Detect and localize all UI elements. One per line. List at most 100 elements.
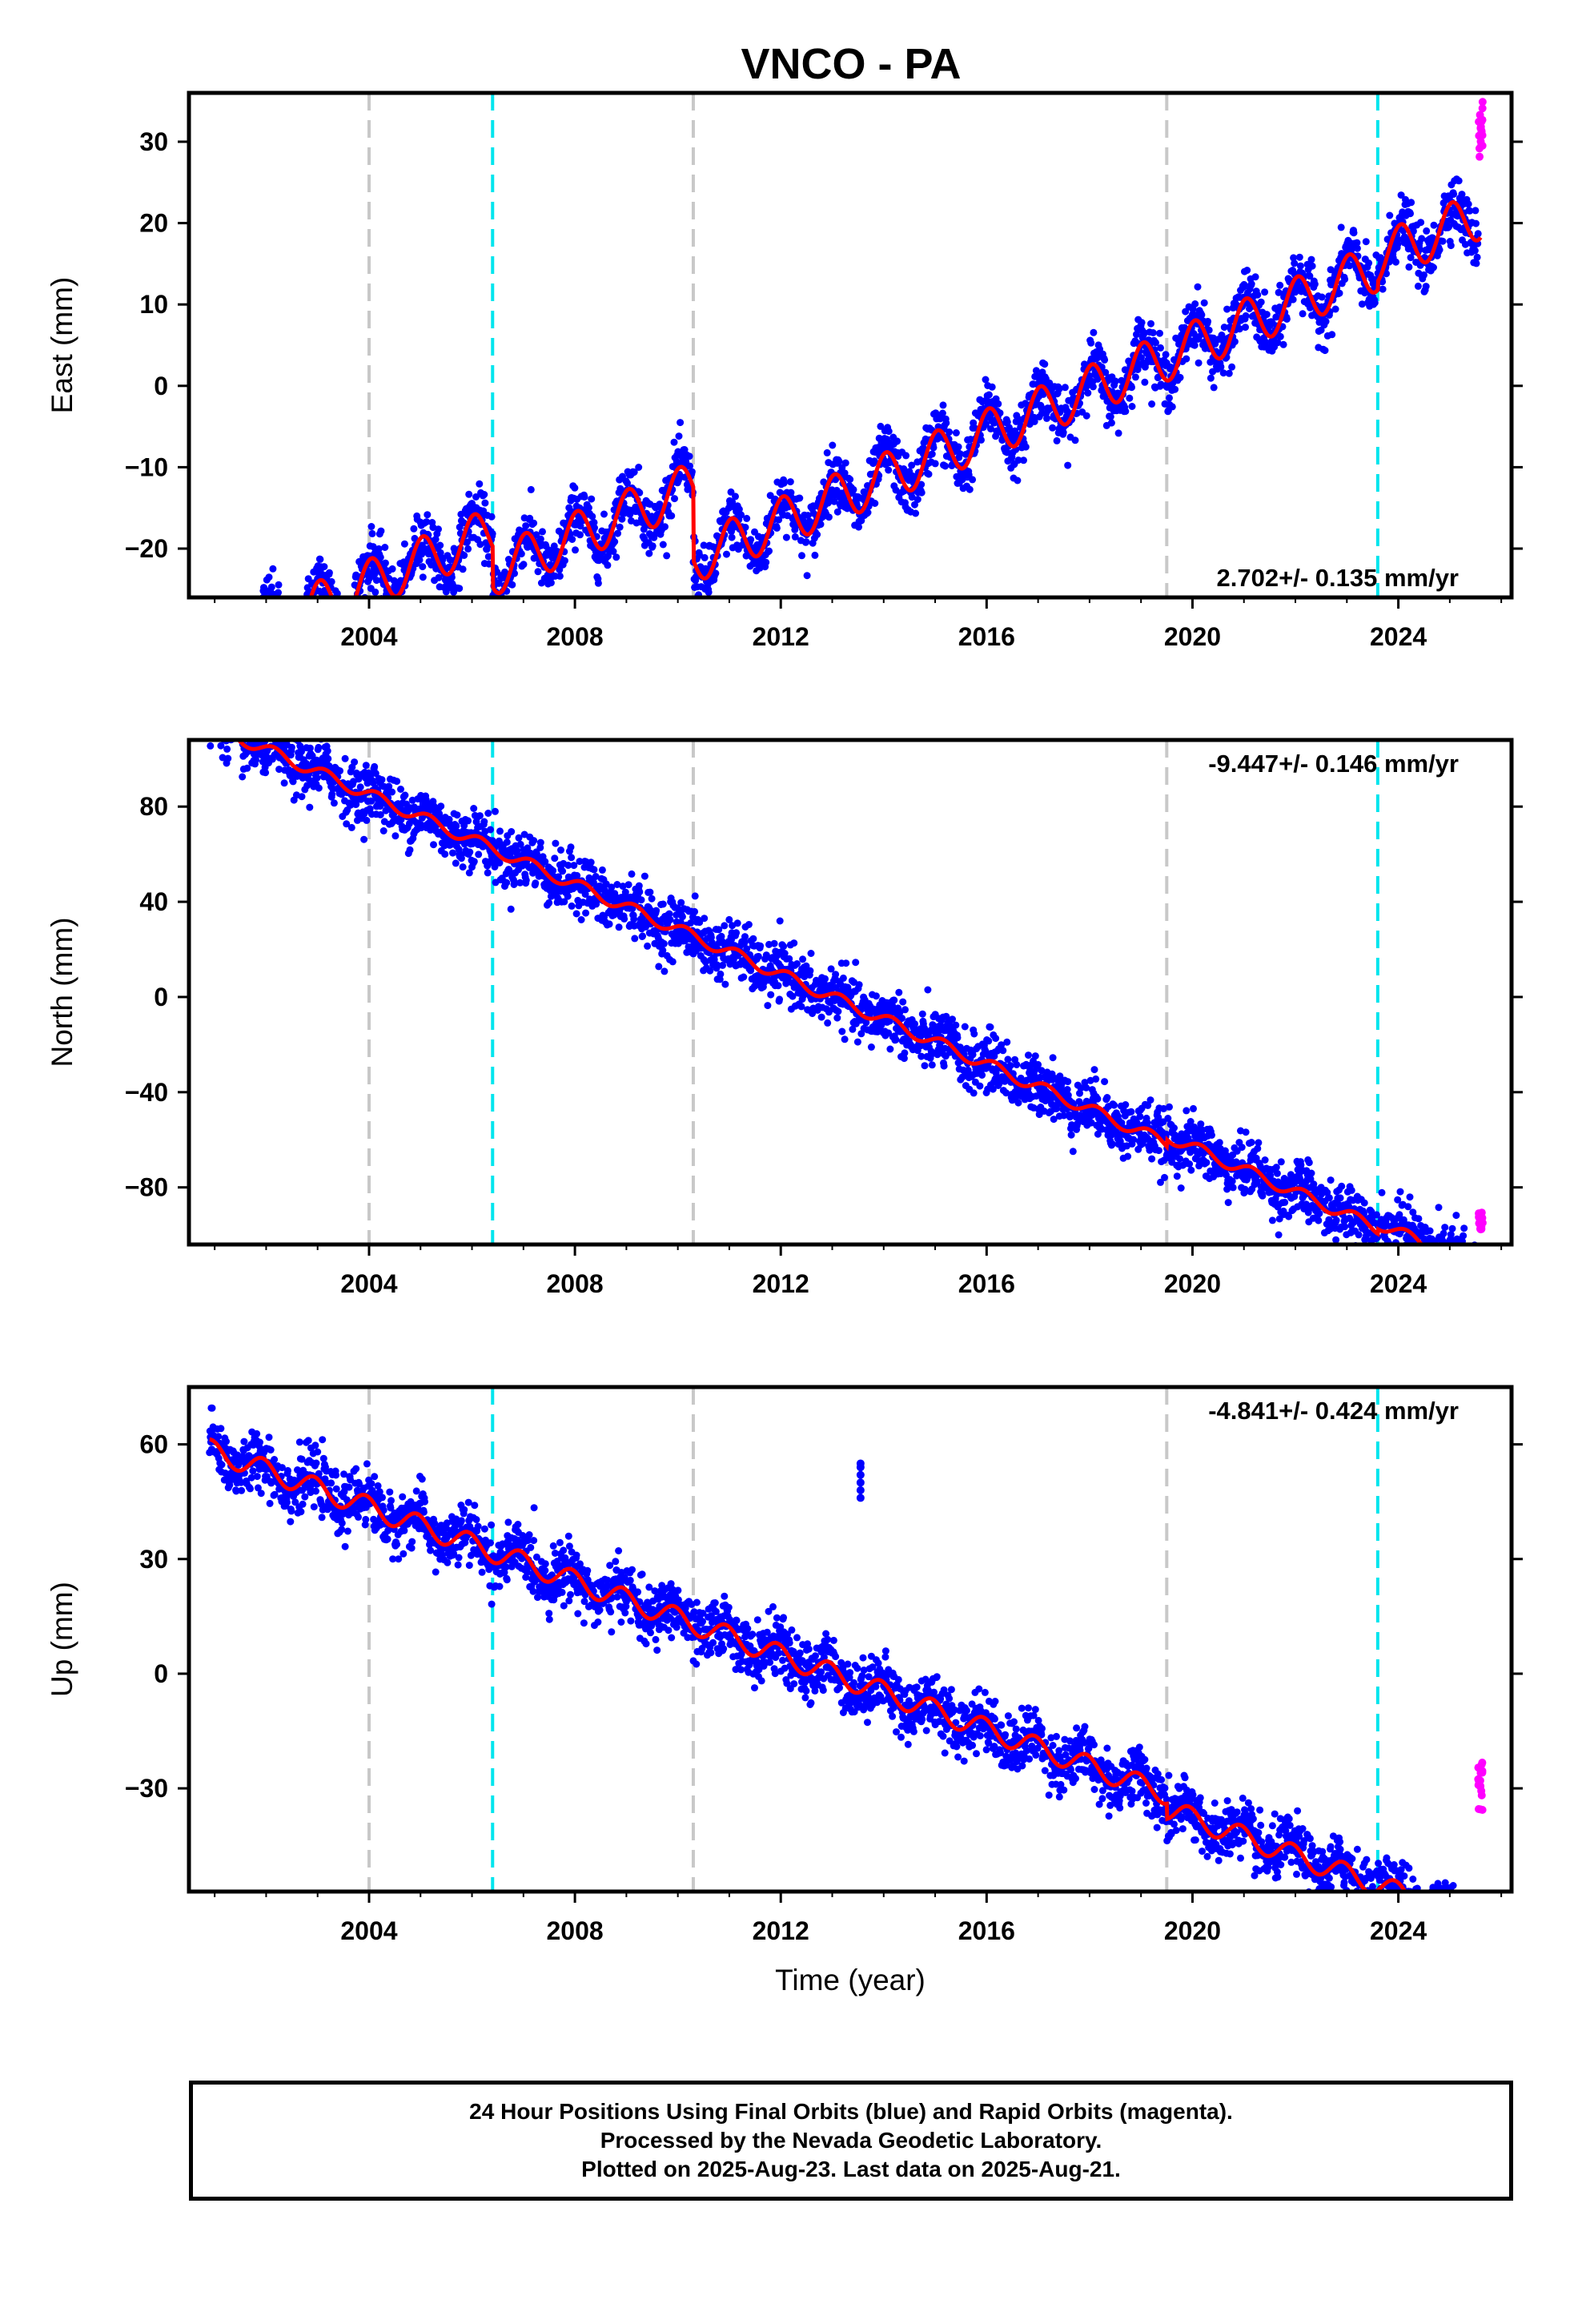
final-orbit-point: [384, 609, 391, 616]
final-orbit-point: [604, 561, 612, 569]
final-orbit-point: [639, 932, 647, 940]
final-orbit-point: [677, 419, 685, 427]
final-orbit-point: [618, 515, 626, 523]
y-tick-label: 30: [139, 127, 168, 156]
final-orbit-point: [846, 476, 854, 484]
final-orbit-point: [572, 546, 579, 554]
final-orbit-point: [460, 552, 468, 559]
final-orbit-point: [1358, 300, 1366, 308]
final-orbit-point: [817, 1013, 825, 1021]
final-orbit-point: [372, 577, 380, 585]
final-orbit-point: [214, 702, 221, 710]
final-orbit-point: [931, 460, 939, 468]
final-orbit-point: [266, 725, 273, 732]
final-orbit-point: [266, 723, 273, 730]
final-orbit-point: [305, 604, 312, 611]
final-orbit-point: [835, 457, 843, 465]
final-orbit-point: [265, 573, 273, 581]
final-orbit-point: [577, 916, 585, 923]
final-orbit-point: [511, 569, 518, 577]
final-orbit-point: [271, 605, 279, 613]
final-orbit-point: [366, 805, 374, 813]
final-orbit-point: [549, 866, 557, 875]
final-orbit-point: [532, 879, 540, 887]
final-orbit-point: [942, 419, 950, 427]
final-orbit-point: [371, 588, 379, 596]
final-orbit-point: [1321, 347, 1329, 355]
final-orbit-point: [776, 995, 784, 1003]
final-orbit-point: [733, 929, 741, 937]
final-orbit-point: [624, 881, 632, 889]
final-orbit-point: [378, 776, 386, 784]
final-orbit-point: [855, 981, 863, 989]
final-orbit-point: [239, 637, 247, 644]
final-orbit-point: [568, 536, 576, 543]
final-orbit-point: [952, 429, 960, 436]
final-orbit-point: [1331, 305, 1339, 313]
final-orbit-point: [988, 383, 996, 391]
final-orbit-point: [849, 485, 857, 493]
final-orbit-point: [234, 669, 241, 676]
final-orbit-point: [298, 617, 305, 625]
final-orbit-point: [697, 604, 705, 611]
final-orbit-point: [1254, 291, 1262, 299]
final-orbit-point: [294, 628, 301, 635]
x-tick-label: 2008: [547, 622, 604, 651]
final-orbit-point: [465, 869, 473, 877]
final-orbit-point: [1131, 373, 1139, 381]
final-orbit-point: [235, 709, 243, 716]
final-orbit-point: [235, 649, 242, 656]
model-fit-line: [308, 200, 1483, 597]
main-title: VNCO - PA: [741, 40, 961, 88]
final-orbit-point: [728, 533, 736, 541]
final-orbit-point: [568, 902, 576, 910]
final-orbit-point: [1122, 408, 1130, 416]
final-orbit-point: [928, 1061, 936, 1069]
final-orbit-point: [671, 495, 678, 503]
final-orbit-point: [219, 719, 226, 726]
final-orbit-point: [494, 617, 501, 625]
final-orbit-point: [216, 722, 223, 729]
final-orbit-point: [1455, 177, 1463, 185]
final-orbit-point: [1240, 280, 1248, 288]
final-orbit-point: [307, 614, 314, 621]
final-orbit-point: [301, 622, 308, 629]
final-orbit-point: [464, 817, 472, 825]
final-orbit-point: [464, 545, 472, 553]
final-orbit-point: [333, 621, 340, 629]
final-orbit-point: [985, 1037, 993, 1045]
final-orbit-point: [620, 915, 628, 923]
final-orbit-point: [387, 600, 395, 607]
final-orbit-point: [253, 730, 260, 737]
final-orbit-point: [825, 513, 833, 521]
east-panel: 2004 2008 2012 2016 2020 2024−20−100102030Eas…: [46, 90, 1523, 676]
final-orbit-point: [1114, 429, 1122, 437]
final-orbit-point: [867, 1043, 875, 1051]
final-orbit-point: [452, 859, 460, 867]
final-orbit-point: [423, 518, 431, 526]
final-orbit-point: [1473, 253, 1481, 261]
final-orbit-point: [648, 542, 656, 550]
final-orbit-point: [337, 609, 344, 617]
final-orbit-point: [992, 1035, 1000, 1043]
final-orbit-point: [615, 923, 623, 931]
final-orbit-point: [213, 632, 220, 639]
final-orbit-point: [391, 832, 400, 840]
final-orbit-point: [307, 605, 315, 612]
final-orbit-point: [1414, 282, 1422, 290]
final-orbit-point: [470, 858, 478, 866]
final-orbit-point: [239, 663, 246, 670]
final-orbit-point: [1205, 326, 1213, 334]
final-orbit-point: [864, 509, 872, 517]
y-tick-label: 0: [154, 372, 168, 400]
final-orbit-point: [1149, 329, 1157, 336]
final-orbit-point: [283, 609, 290, 616]
final-orbit-point: [213, 699, 220, 706]
final-orbit-point: [435, 525, 442, 533]
final-orbit-point: [391, 606, 399, 613]
final-orbit-point: [1472, 259, 1480, 267]
final-orbit-point: [628, 870, 636, 878]
final-orbit-point: [1417, 219, 1425, 227]
final-orbit-point: [223, 617, 231, 624]
final-orbit-point: [832, 971, 840, 979]
